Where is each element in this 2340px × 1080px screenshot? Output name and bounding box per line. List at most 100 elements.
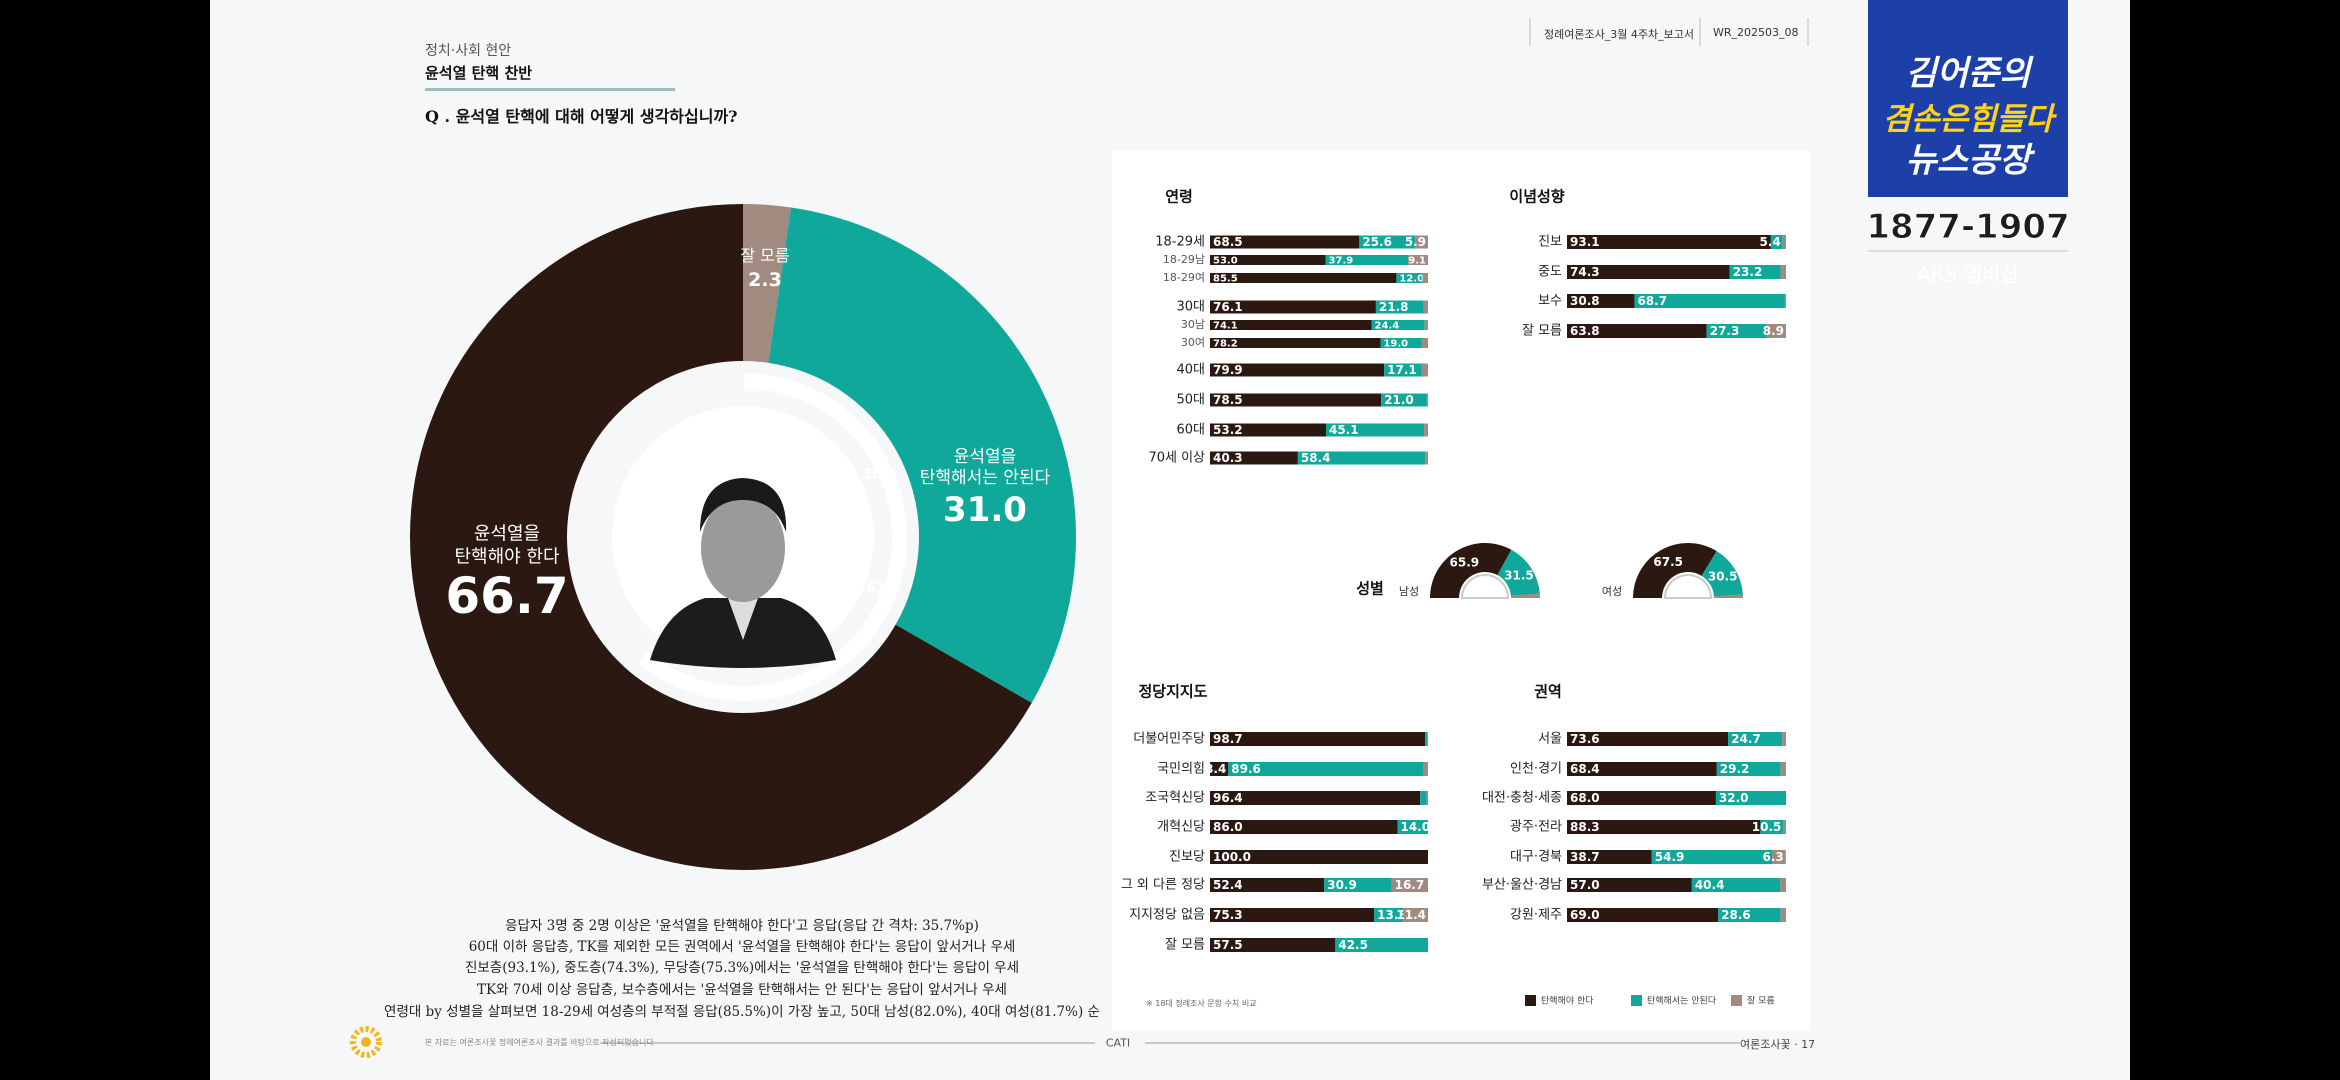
bar-segment bbox=[1210, 732, 1426, 746]
value-label: 6.3 bbox=[1763, 850, 1784, 864]
value-label: 98.7 bbox=[1213, 732, 1243, 746]
bar-segment bbox=[1715, 791, 1786, 805]
bar-segment bbox=[1567, 294, 1635, 308]
category-label: 잘 모름 bbox=[1165, 938, 1205, 953]
value-label: 85.5 bbox=[1213, 274, 1238, 285]
category-label: 국민의힘 bbox=[1157, 762, 1205, 777]
value-label: 57.5 bbox=[1213, 938, 1243, 952]
category-label: 중도 bbox=[1538, 265, 1562, 280]
bar-segment bbox=[1728, 732, 1783, 746]
bar-segment bbox=[1381, 393, 1427, 407]
segment-value: 2.3 bbox=[748, 269, 782, 292]
category-label: 18-29남 bbox=[1163, 253, 1205, 266]
category-label: 보수 bbox=[1538, 294, 1562, 309]
section-label: 정치·사회 현안 bbox=[425, 43, 512, 59]
value-label: 24.7 bbox=[1731, 732, 1761, 746]
value-label: 9.1 bbox=[1408, 256, 1426, 267]
bar-segment bbox=[1426, 393, 1428, 407]
group-label: 남성 bbox=[1399, 585, 1419, 598]
bar-segment bbox=[1425, 451, 1428, 465]
category-label: 부산·울산·경남 bbox=[1482, 878, 1562, 893]
category-label: 서울 bbox=[1538, 732, 1562, 747]
category-label: 그 외 다른 정당 bbox=[1121, 878, 1205, 893]
value-label: 32.0 bbox=[1719, 791, 1749, 805]
half-donut-segment bbox=[1713, 594, 1743, 598]
category-label: 대전·충청·세종 bbox=[1482, 791, 1562, 806]
bar-segment bbox=[1403, 908, 1428, 922]
category-label: 개혁신당 bbox=[1157, 820, 1205, 835]
bar-segment bbox=[1567, 878, 1692, 892]
category-label: 60대 bbox=[1176, 423, 1205, 438]
report-name: 정례여론조사_3월 4주차_보고서 bbox=[1544, 28, 1694, 41]
segment-label: 잘 모름 bbox=[740, 246, 790, 265]
value-label: 5.9 bbox=[1405, 235, 1426, 249]
bar-segment bbox=[1210, 363, 1385, 377]
logo-membership: ARS 멤버십 bbox=[1917, 262, 2019, 287]
bar-segment bbox=[1567, 324, 1707, 338]
value-label: 8.4 bbox=[1205, 762, 1226, 776]
portrait-photo bbox=[612, 406, 874, 668]
half-donut-segment bbox=[1510, 593, 1540, 598]
bar-segment bbox=[1567, 732, 1729, 746]
bar-segment bbox=[1210, 820, 1398, 834]
value-label: 54.9 bbox=[1655, 850, 1685, 864]
donut-segment bbox=[409, 204, 1032, 870]
half-donut-segment bbox=[1497, 549, 1540, 596]
value-label: 21.8 bbox=[1379, 300, 1409, 314]
value-label: 30.5 bbox=[1708, 570, 1738, 584]
logo-line: 뉴스공장 bbox=[1905, 140, 2031, 181]
bar-segment bbox=[1210, 255, 1326, 265]
bar-segment bbox=[1782, 235, 1786, 249]
bar-segment bbox=[1210, 338, 1381, 348]
value-label: 58.4 bbox=[1301, 451, 1331, 465]
value-label: 68.0 bbox=[1570, 791, 1600, 805]
bar-segment bbox=[1210, 762, 1229, 776]
bar-segment bbox=[1374, 908, 1404, 922]
summary-line: 응답자 3명 중 2명 이상은 '윤석열을 탄핵해야 한다'고 응답(응답 간 … bbox=[505, 918, 979, 934]
bar-segment bbox=[1780, 762, 1786, 776]
value-label: 24.4 bbox=[1375, 321, 1400, 332]
category-label: 30남 bbox=[1181, 318, 1205, 331]
bar-segment bbox=[1729, 265, 1781, 279]
legend-swatch bbox=[1631, 995, 1642, 1006]
legend-label: 탄핵해서는 안된다 bbox=[1647, 995, 1717, 1007]
value-label: 16.7 bbox=[1395, 878, 1425, 892]
footer-flower bbox=[350, 1026, 382, 1058]
group-label: 여성 bbox=[1602, 585, 1622, 598]
value-label: 37.9 bbox=[1329, 256, 1354, 267]
half-donut-segment bbox=[1701, 551, 1743, 597]
bar-segment bbox=[1210, 235, 1360, 249]
bar-segment bbox=[1567, 908, 1719, 922]
legend-label: 탄핵해야 한다 bbox=[1541, 995, 1594, 1007]
logo-line: 김어준의 bbox=[1905, 53, 2031, 94]
bar-segment bbox=[1380, 338, 1422, 348]
bar-segment bbox=[1771, 850, 1786, 864]
value-label: 23.2 bbox=[1733, 265, 1763, 279]
value-label: 25.6 bbox=[1362, 235, 1392, 249]
legend-swatch bbox=[1731, 995, 1742, 1006]
value-label: 31.5 bbox=[1504, 568, 1534, 582]
category-label: 더불어민주당 bbox=[1133, 732, 1205, 747]
legend-swatch bbox=[1525, 995, 1536, 1006]
value-label: 30.9 bbox=[1327, 878, 1357, 892]
value-label: 17.1 bbox=[1387, 363, 1417, 377]
category-label: 광주·전라 bbox=[1510, 820, 1562, 835]
value-label: 100.0 bbox=[1213, 850, 1251, 864]
bar-segment bbox=[1567, 820, 1761, 834]
bar-segment bbox=[1780, 265, 1786, 279]
value-label: 78.2 bbox=[1213, 339, 1238, 350]
value-label: 65.9 bbox=[1450, 556, 1480, 570]
bar-segment bbox=[1784, 294, 1786, 308]
bar-segment bbox=[1391, 878, 1428, 892]
category-label: 강원·제주 bbox=[1510, 908, 1562, 923]
question: Q . 윤석열 탄핵에 대해 어떻게 생각하십니까? bbox=[425, 107, 738, 126]
value-label: 30.8 bbox=[1570, 294, 1600, 308]
bar-segment bbox=[1210, 451, 1298, 465]
bar-segment bbox=[1371, 320, 1425, 330]
value-label: 68.5 bbox=[1213, 235, 1243, 249]
summary-line: 진보층(93.1%), 중도층(74.3%), 무당층(75.3%)에서는 '윤… bbox=[464, 960, 1020, 976]
value-label: 40.3 bbox=[1213, 451, 1243, 465]
bar-segment bbox=[1421, 338, 1428, 348]
half-donut-inner bbox=[1460, 574, 1510, 599]
